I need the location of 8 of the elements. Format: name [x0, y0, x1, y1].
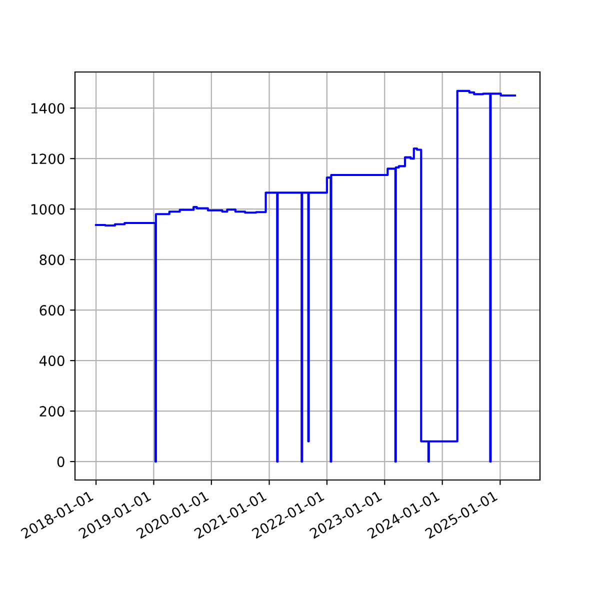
y-tick-label: 1400 — [31, 103, 64, 114]
y-tick-label: 0 — [57, 456, 64, 468]
y-tick-label: 800 — [40, 254, 64, 266]
y-tick-label: 600 — [40, 305, 64, 316]
y-tick-label: 1000 — [31, 204, 64, 215]
y-tick-label: 1200 — [31, 154, 64, 164]
y-tick-label: 200 — [40, 406, 64, 417]
y-tick-label: 400 — [39, 356, 64, 366]
